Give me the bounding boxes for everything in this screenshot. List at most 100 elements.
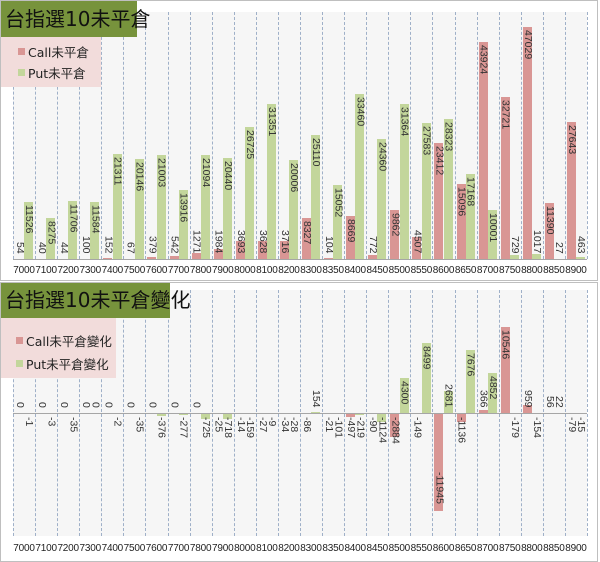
data-label: 542 (168, 236, 181, 254)
gridline (300, 12, 301, 259)
data-label: 25110 (310, 137, 323, 167)
gridline (322, 12, 324, 259)
data-label: 0 (190, 402, 203, 408)
x-tick-label: 8650 (454, 543, 477, 554)
call-bar (456, 184, 466, 259)
data-label: 11390 (543, 205, 556, 235)
legend: Call未平倉變化 Put未平倉變化 (1, 318, 116, 378)
data-label: 43924 (477, 45, 490, 75)
x-tick-label: 8000 (234, 265, 256, 276)
data-label: 4507 (411, 230, 424, 254)
data-label: 8499 (420, 346, 433, 370)
call-bar (235, 240, 245, 259)
call-bar (191, 252, 201, 259)
put-bar (487, 209, 497, 259)
call-bar (257, 241, 267, 259)
data-label: 32721 (499, 100, 512, 130)
data-label: 54 (14, 242, 26, 254)
data-label: 20440 (221, 161, 234, 191)
call-bar (522, 26, 532, 259)
data-label: 11584 (89, 204, 102, 234)
gridline (123, 12, 125, 259)
put-bar (377, 413, 387, 423)
data-label: 4300 (398, 380, 411, 405)
put-bar (46, 218, 56, 259)
x-tick-label: 7400 (101, 265, 124, 276)
data-label: -718 (221, 417, 234, 439)
gridline (587, 290, 588, 536)
data-label: -28 (288, 417, 301, 433)
put-bar (178, 413, 188, 416)
put-bar (443, 119, 453, 259)
data-label: 10001 (486, 212, 499, 242)
put-bar (156, 413, 166, 417)
data-label: 1984 (212, 230, 225, 254)
data-label: -2884 (389, 417, 402, 444)
data-label: 27583 (420, 125, 433, 155)
x-tick-label: 8700 (476, 265, 499, 276)
put-bar (377, 138, 387, 259)
x-tick-label: 7000 (13, 265, 35, 276)
open-interest-change-chart: 0 0 0 0 0 0 0 0 0 -25 -14 -27 -34 -86 -21 -497 -90 -2884-… (0, 282, 598, 562)
x-tick-label: 8100 (256, 543, 278, 554)
x-tick-label: 8350 (322, 265, 344, 276)
gridline (498, 12, 500, 259)
data-label: 17168 (464, 177, 477, 207)
x-tick-label: 7600 (145, 265, 168, 276)
data-label: 22 (553, 396, 566, 408)
x-tick-label: 7200 (57, 265, 79, 276)
x-tick-label: 8750 (498, 265, 521, 276)
legend-label: Call未平倉 (28, 44, 89, 60)
call-bar (302, 217, 311, 259)
data-label: 0 (146, 402, 159, 408)
gridline (344, 12, 346, 259)
x-tick-label: 8200 (278, 265, 300, 276)
data-label: 0 (168, 402, 181, 408)
x-tick-label: 7100 (35, 265, 57, 276)
data-label: 8275 (45, 221, 58, 245)
data-label: -34 (278, 417, 291, 433)
data-label: 56 (543, 396, 556, 408)
chart-title: 台指選10未平倉變化 (1, 283, 190, 318)
put-bar (24, 202, 34, 259)
data-label: 27 (553, 242, 566, 254)
x-tick-label: 8100 (256, 265, 278, 276)
data-label: 0 (58, 402, 71, 408)
x-tick-label: 8850 (543, 265, 565, 276)
call-bar (213, 249, 223, 259)
put-bar (443, 391, 453, 413)
x-tick-label: 7000 (13, 543, 35, 554)
x-tick-label: 7100 (35, 543, 57, 554)
data-label: -1124 (376, 417, 389, 444)
x-tick-label: 8850 (543, 543, 565, 554)
data-label: 0 (14, 402, 26, 408)
call-bar (390, 413, 400, 437)
data-label: -154 (530, 417, 543, 439)
data-label: -79 (565, 417, 578, 433)
legend-item-call: Call未平倉 (18, 43, 89, 60)
put-bar (399, 104, 409, 259)
put-bar (134, 159, 144, 259)
chart-title: 台指選10未平倉 (1, 1, 150, 37)
x-tick-label: 7900 (211, 265, 234, 276)
x-tick-label: 8400 (344, 265, 366, 276)
plot-area: 0 0 0 0 0 0 0 0 0 -25 -14 -27 -34 -86 -21 -497 -90 -2884-… (13, 290, 588, 536)
data-label: 40 (36, 242, 49, 254)
gridline (233, 12, 235, 259)
put-bar (531, 253, 541, 259)
put-bar (311, 134, 321, 259)
gridline (57, 12, 59, 259)
data-label: 21003 (155, 158, 168, 188)
put-bar (311, 411, 321, 413)
data-label: 20146 (133, 162, 146, 192)
data-label: 0 (102, 402, 115, 408)
call-bar (522, 405, 532, 413)
gridline (101, 12, 103, 259)
call-bar (566, 122, 576, 259)
legend-item-put: Put未平倉變化 (16, 355, 109, 372)
x-tick-label: 8800 (521, 543, 543, 554)
x-tick-label: 8200 (278, 543, 300, 554)
data-label: -9 (266, 417, 279, 427)
data-label: -90 (367, 417, 380, 433)
data-label: 15052 (332, 187, 345, 217)
